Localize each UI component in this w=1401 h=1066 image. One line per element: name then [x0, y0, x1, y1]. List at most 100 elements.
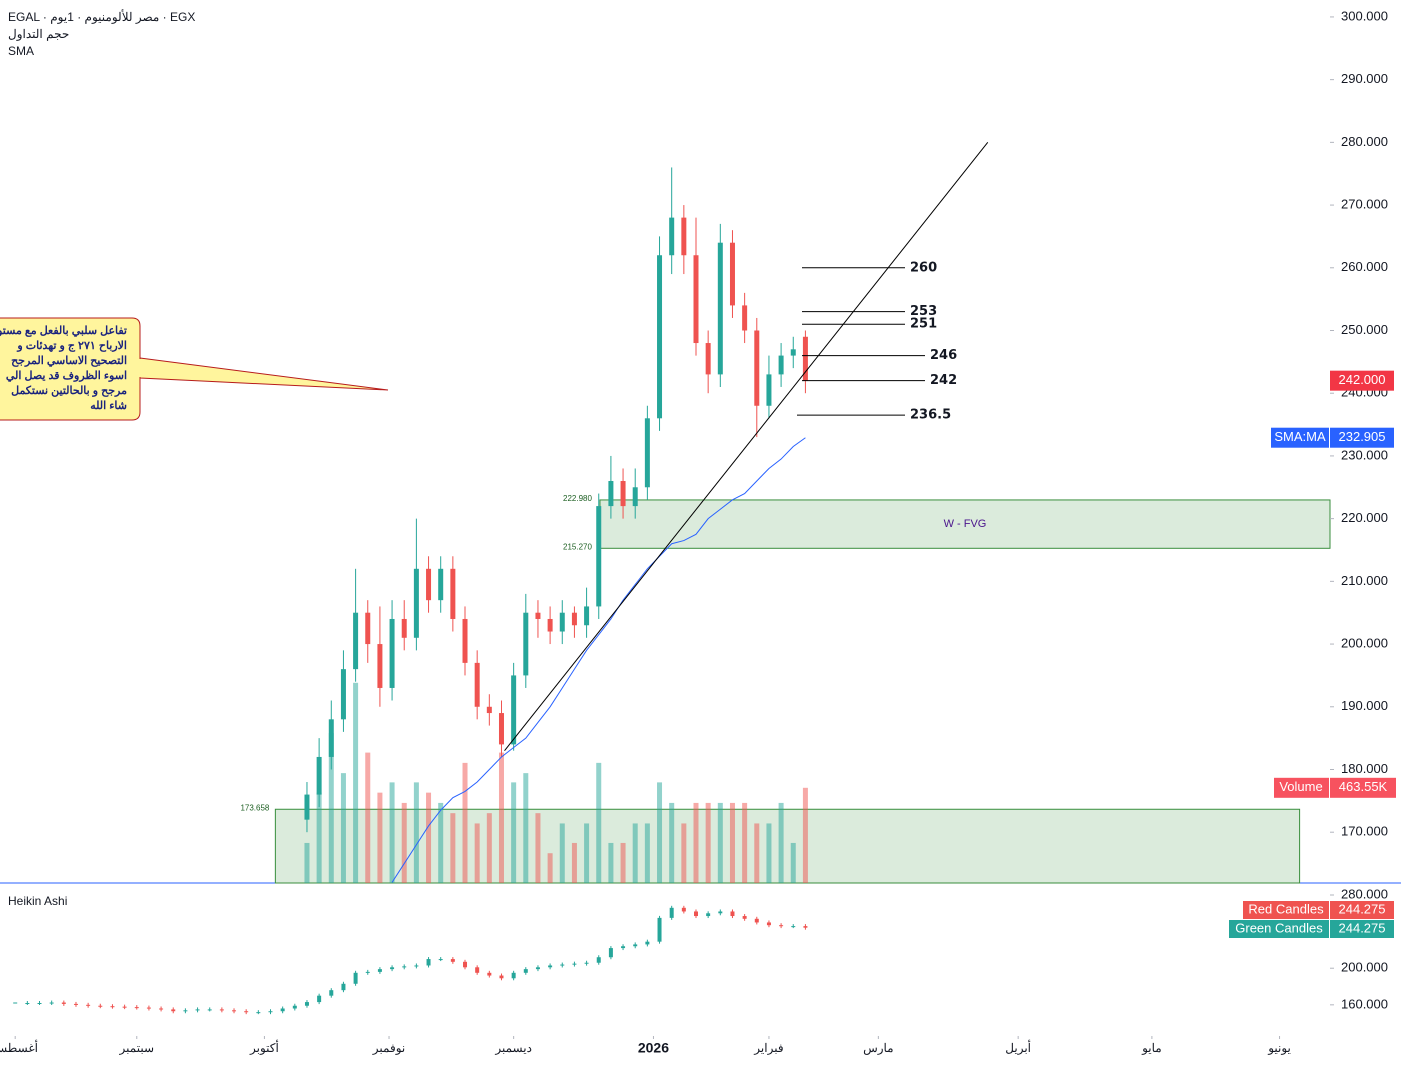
ha-candle — [365, 971, 370, 973]
candle-body — [426, 568, 432, 601]
level-label: 242 — [930, 373, 957, 388]
volume-bar — [340, 773, 346, 883]
callout-pointer — [139, 357, 389, 391]
volume-bar — [304, 842, 310, 883]
candle-body — [377, 644, 383, 688]
volume-bar — [632, 823, 638, 883]
y-tick-label: 290.000 — [1341, 71, 1388, 86]
volume-bar — [535, 813, 541, 883]
y-tick-label: 230.000 — [1341, 447, 1388, 462]
ha-candle — [596, 957, 601, 963]
candle-body — [632, 487, 638, 507]
legend-name: Red Candles — [1248, 901, 1324, 916]
sma-value: 232.905 — [1339, 429, 1386, 444]
y-tick-label: 200.000 — [1341, 636, 1388, 651]
ha-candle — [450, 959, 455, 962]
last-price-tag — [1330, 370, 1394, 391]
x-tick-label: فبراير — [753, 1041, 783, 1055]
volume-bar — [450, 813, 456, 883]
ha-candle — [572, 963, 577, 965]
callout-text: الارباح ٢٧١ ج و تهدئات و — [16, 340, 127, 352]
candle-body — [450, 568, 456, 619]
candle-body — [693, 255, 699, 344]
ha-candle — [232, 1010, 237, 1012]
ha-candle — [146, 1007, 151, 1009]
ha-candle — [86, 1004, 91, 1006]
zone-label: 173.658 — [240, 803, 269, 812]
ha-candle — [511, 972, 516, 979]
volume-bar — [766, 823, 772, 883]
ha-candle — [98, 1005, 103, 1007]
volume-bar — [316, 792, 322, 883]
volume-bar — [693, 802, 699, 883]
volume-bar — [498, 752, 504, 883]
candle-body — [608, 481, 614, 507]
x-tick-label: يونيو — [1267, 1041, 1291, 1055]
ha-candle — [341, 983, 346, 991]
candle-body — [413, 568, 419, 638]
callout-text: تفاعل سلبي بالفعل مع مستوى — [0, 325, 127, 338]
ha-candle — [803, 926, 808, 928]
ha-name-tag — [1243, 901, 1329, 919]
ha-candle — [292, 1005, 297, 1009]
ha-candle — [548, 965, 553, 968]
ha-candle — [25, 1002, 30, 1004]
level-label: 260 — [910, 260, 937, 275]
ha-candle — [499, 975, 504, 979]
ha-candle — [171, 1009, 176, 1012]
ha-candle — [268, 1011, 273, 1013]
volume-name-tag — [1274, 777, 1329, 798]
candle-body — [657, 255, 663, 419]
volume-bar — [608, 842, 614, 883]
candle-body — [644, 418, 650, 488]
volume-bar — [353, 682, 359, 883]
y-tick-label: 170.000 — [1341, 824, 1388, 839]
candle-body — [523, 612, 529, 676]
ha-candle — [280, 1008, 285, 1012]
volume-bar — [669, 802, 675, 883]
volume-bar — [413, 782, 419, 883]
ha-candle — [317, 995, 322, 1003]
ha-candle — [560, 964, 565, 966]
ha-candle — [523, 969, 528, 973]
ha-candle — [49, 1002, 54, 1004]
legend-value: 244.275 — [1339, 901, 1386, 916]
level-label: 253 — [910, 304, 937, 319]
candle-body — [340, 669, 346, 720]
ha-candle — [244, 1011, 249, 1013]
candle-body — [669, 217, 675, 256]
ha-candle — [633, 944, 638, 947]
ha-candle — [13, 1002, 18, 1004]
volume-bar — [754, 823, 760, 883]
ha-candle — [730, 911, 735, 917]
sma-name: SMA:MA — [1274, 429, 1326, 444]
ha-candle — [645, 941, 650, 945]
candle-body — [438, 568, 444, 601]
candle-body — [681, 217, 687, 256]
ha-candle — [159, 1008, 164, 1010]
y-tick-label: 300.000 — [1341, 8, 1388, 23]
trendline — [504, 142, 989, 751]
candle-body — [486, 706, 492, 714]
ha-candle — [390, 967, 395, 970]
candle-body — [401, 618, 407, 638]
ha-candle — [426, 959, 431, 966]
ha-candle — [621, 946, 626, 949]
ha-candle — [535, 967, 540, 970]
candle-body — [802, 336, 808, 381]
volume-bar — [729, 802, 735, 883]
sma-name-tag — [1271, 427, 1329, 448]
volume-bar — [365, 752, 371, 883]
candle-body — [790, 349, 796, 356]
level-label: 246 — [930, 348, 957, 363]
x-tick-label: 2026 — [638, 1040, 669, 1056]
candle-body — [584, 606, 590, 626]
ha-candle — [256, 1012, 261, 1014]
y-tick-label: 210.000 — [1341, 573, 1388, 588]
ha-candle — [329, 990, 334, 996]
ha-candle — [134, 1007, 139, 1009]
level-label: 236.5 — [910, 408, 951, 423]
ha-candle — [438, 959, 443, 961]
ha-candle — [584, 962, 589, 964]
